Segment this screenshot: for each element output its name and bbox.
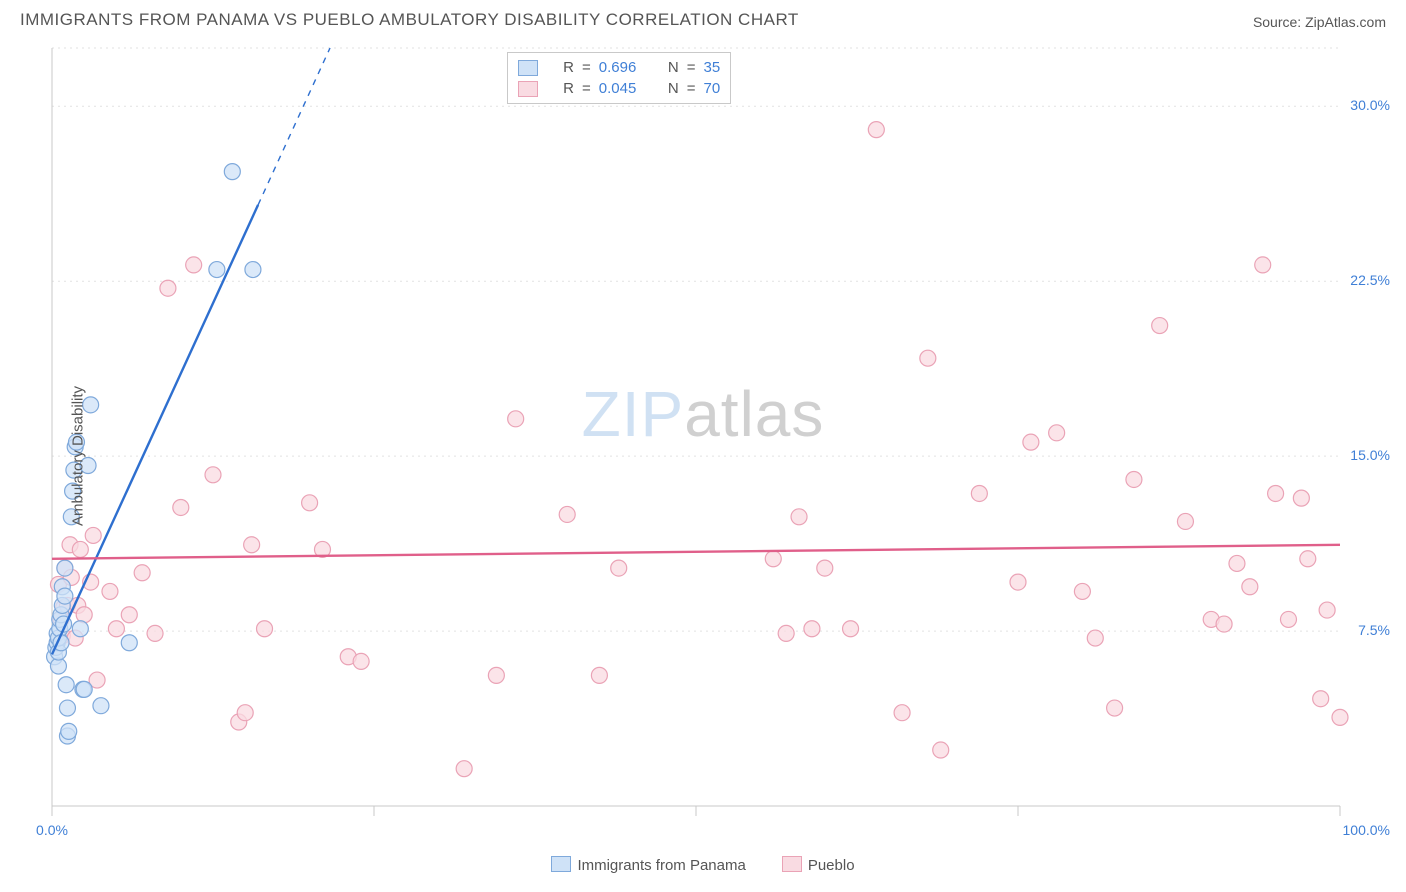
stat-r-value: 0.696 — [599, 59, 649, 76]
source-prefix: Source: — [1253, 14, 1305, 30]
scatter-plot-svg — [0, 36, 1406, 876]
stat-row: R = 0.696 N = 35 — [518, 57, 720, 78]
x-tick-label-min: 0.0% — [36, 822, 68, 838]
y-tick-label: 15.0% — [1350, 447, 1390, 463]
stat-r-value: 0.045 — [599, 80, 649, 97]
x-legend: Immigrants from Panama Pueblo — [0, 856, 1406, 874]
stat-n-label: N — [657, 80, 679, 97]
y-tick-label: 22.5% — [1350, 272, 1390, 288]
chart-header: IMMIGRANTS FROM PANAMA VS PUEBLO AMBULAT… — [0, 0, 1406, 36]
chart-title: IMMIGRANTS FROM PANAMA VS PUEBLO AMBULAT… — [20, 10, 799, 30]
y-tick-label: 7.5% — [1358, 622, 1390, 638]
y-axis-label: Ambulatory Disability — [70, 386, 87, 526]
x-tick-label-max: 100.0% — [1343, 822, 1390, 838]
stat-eq: = — [687, 80, 696, 97]
stat-n-value: 35 — [704, 59, 721, 76]
legend-label-pueblo: Pueblo — [808, 857, 855, 874]
legend-swatch-pueblo — [782, 856, 802, 872]
correlation-stat-box: R = 0.696 N = 35 R = 0.045 N = 70 — [507, 52, 731, 104]
chart-source: Source: ZipAtlas.com — [1253, 14, 1386, 30]
stat-swatch — [518, 81, 538, 97]
stat-n-label: N — [657, 59, 679, 76]
stat-row: R = 0.045 N = 70 — [518, 78, 720, 99]
stat-n-value: 70 — [704, 80, 721, 97]
legend-item-panama: Immigrants from Panama — [551, 856, 745, 874]
legend-label-panama: Immigrants from Panama — [577, 857, 745, 874]
stat-swatch — [518, 60, 538, 76]
chart-area: Ambulatory Disability ZIPatlas R=0.696N=… — [0, 36, 1406, 876]
legend-item-pueblo: Pueblo — [782, 856, 855, 874]
y-tick-label: 30.0% — [1350, 97, 1390, 113]
stat-r-label: R — [552, 80, 574, 97]
stat-r-label: R — [552, 59, 574, 76]
stat-eq: = — [582, 80, 591, 97]
source-link[interactable]: ZipAtlas.com — [1305, 14, 1386, 30]
stat-eq: = — [687, 59, 696, 76]
stat-eq: = — [582, 59, 591, 76]
legend-swatch-panama — [551, 856, 571, 872]
